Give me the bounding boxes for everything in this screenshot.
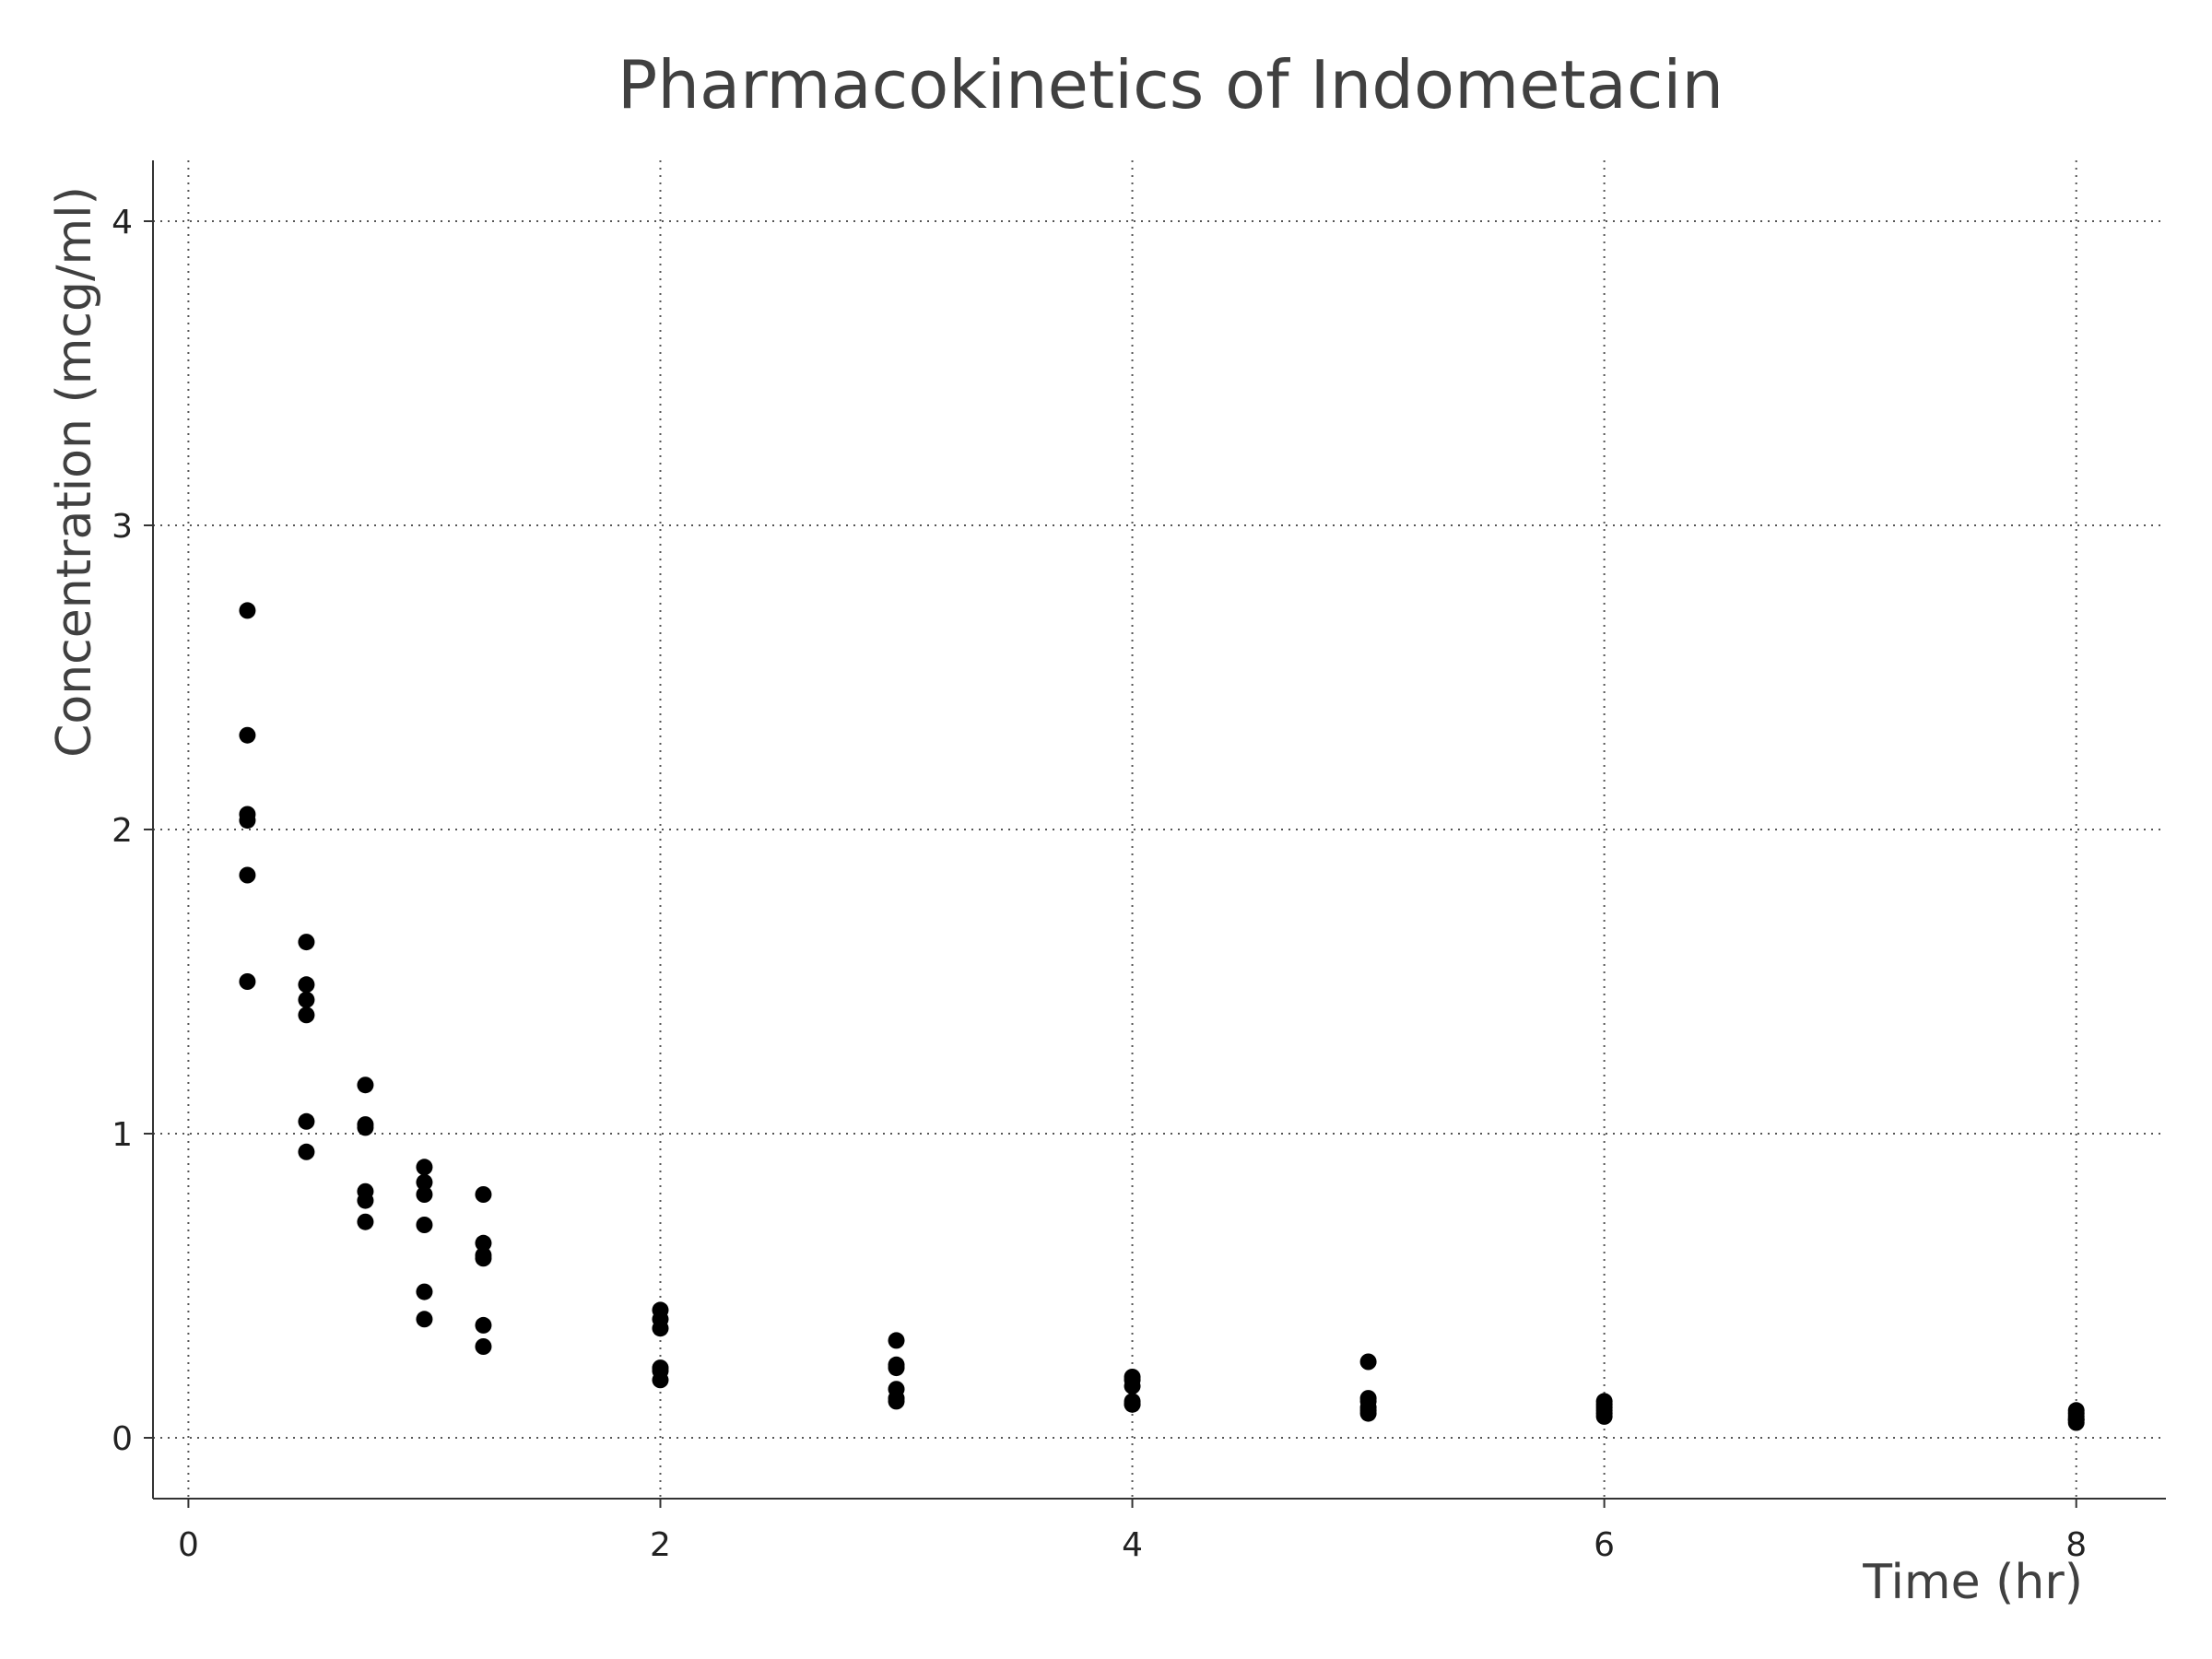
- axes: [144, 160, 2166, 1508]
- data-point: [298, 1112, 315, 1130]
- data-point: [888, 1359, 905, 1377]
- data-point: [475, 1250, 492, 1267]
- data-point: [1124, 1377, 1141, 1394]
- data-point: [298, 991, 315, 1008]
- data-point: [357, 1213, 374, 1230]
- y-tick-label: 1: [112, 1116, 133, 1154]
- data-point: [239, 812, 256, 830]
- chart-title: Pharmacokinetics of Indometacin: [618, 46, 1724, 124]
- x-tick-label: 2: [650, 1526, 671, 1564]
- data-point: [652, 1371, 669, 1389]
- data-point: [298, 1143, 315, 1160]
- data-point: [1124, 1395, 1141, 1413]
- y-axis-label: Concentration (mcg/ml): [47, 186, 102, 758]
- data-point: [239, 973, 256, 990]
- x-tick-label: 4: [1122, 1526, 1143, 1564]
- data-point: [475, 1338, 492, 1355]
- data-point: [1359, 1405, 1377, 1422]
- data-point: [416, 1186, 433, 1203]
- data-point: [357, 1192, 374, 1209]
- data-point: [475, 1234, 492, 1252]
- tick-labels: 0 2 4 6 8 0 1 2 3 4: [112, 204, 2087, 1564]
- grid: [153, 160, 2166, 1499]
- data-point: [357, 1119, 374, 1136]
- data-point: [1359, 1353, 1377, 1371]
- data-point: [416, 1217, 433, 1233]
- data-point: [239, 726, 256, 744]
- data-point: [888, 1393, 905, 1410]
- x-axis-label: Time (hr): [1862, 1555, 2083, 1610]
- y-tick-label: 4: [112, 204, 133, 241]
- data-point: [475, 1316, 492, 1334]
- y-tick-label: 0: [112, 1420, 133, 1458]
- data-point: [298, 934, 315, 951]
- data-point: [239, 866, 256, 884]
- x-tick-label: 6: [1594, 1526, 1615, 1564]
- data-point: [298, 976, 315, 994]
- data-point: [357, 1077, 374, 1094]
- data-points: [239, 602, 2085, 1431]
- data-point: [888, 1332, 905, 1349]
- data-point: [2067, 1414, 2085, 1431]
- data-point: [416, 1159, 433, 1176]
- data-point: [416, 1311, 433, 1328]
- data-point: [652, 1320, 669, 1337]
- x-tick-label: 8: [2065, 1526, 2087, 1564]
- data-point: [416, 1173, 433, 1191]
- x-tick-label: 0: [178, 1526, 199, 1564]
- data-point: [1595, 1407, 1613, 1425]
- data-point: [298, 1006, 315, 1024]
- y-tick-label: 3: [112, 508, 133, 546]
- y-tick-label: 2: [112, 812, 133, 850]
- data-point: [416, 1283, 433, 1300]
- data-point: [475, 1186, 492, 1203]
- data-point: [239, 602, 256, 619]
